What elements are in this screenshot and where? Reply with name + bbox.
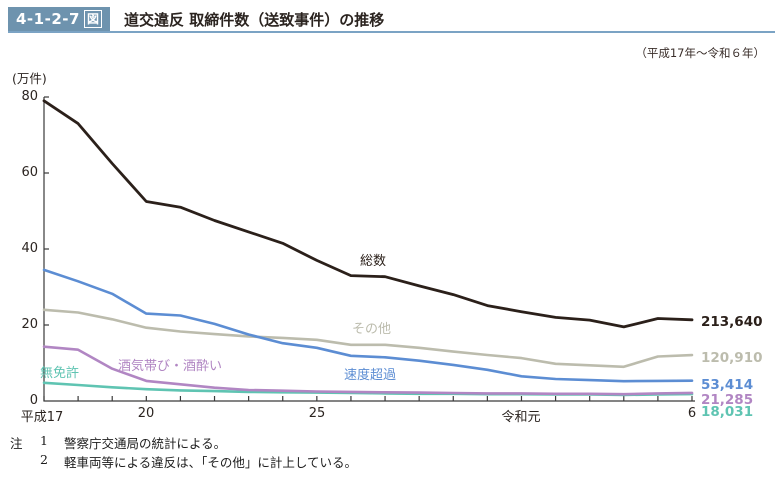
figure-title: 道交違反 取締件数（送致事件）の推移: [124, 11, 385, 29]
end-value-4: 213,640: [701, 314, 763, 330]
ytick-80: 80: [21, 89, 38, 104]
series-line-4: [42, 99, 694, 329]
ytick-0: 0: [29, 393, 38, 408]
figure-suffix: 図: [83, 10, 103, 28]
period-label: （平成17年～令和６年）: [635, 46, 765, 60]
note-1-number: 1: [40, 433, 48, 448]
end-value-0: 120,910: [701, 350, 763, 366]
ytick-20: 20: [21, 317, 38, 332]
series-label-4: 総数: [360, 254, 387, 269]
ytick-60: 60: [21, 165, 38, 180]
series-label-0: その他: [352, 322, 392, 337]
xtick-6: 6: [687, 406, 697, 421]
note-2-text: 軽車両等による違反は、「その他」に計上している。: [64, 455, 358, 470]
series-line-0: [42, 308, 694, 369]
ytick-40: 40: [21, 241, 38, 256]
xtick-25: 25: [308, 406, 326, 421]
end-value-3: 21,285: [701, 392, 754, 408]
xtick-20: 20: [137, 406, 155, 421]
series-label-2: 無免許: [40, 366, 80, 381]
series-label-3: 酒気帯び・酒酔い: [118, 359, 223, 374]
end-value-2: 18,031: [701, 404, 754, 420]
series-line-1: [42, 268, 694, 383]
y-axis-unit-label: (万件): [12, 71, 47, 86]
note-1-text: 警察庁交通局の統計による。: [64, 436, 227, 451]
series-label-1: 速度超過: [344, 368, 397, 383]
end-value-1: 53,414: [701, 377, 754, 393]
xtick-reiwa1: 令和元: [501, 410, 541, 425]
note-2-number: 2: [40, 452, 48, 467]
series-line-3: [42, 345, 694, 396]
figure-number: 4-1-2-7: [16, 10, 80, 28]
title-underline: [8, 31, 775, 33]
figure-badge: 4-1-2-7 図: [8, 7, 111, 31]
note-prefix: 注: [10, 436, 23, 451]
xtick-heisei17: 平成17: [20, 410, 64, 425]
